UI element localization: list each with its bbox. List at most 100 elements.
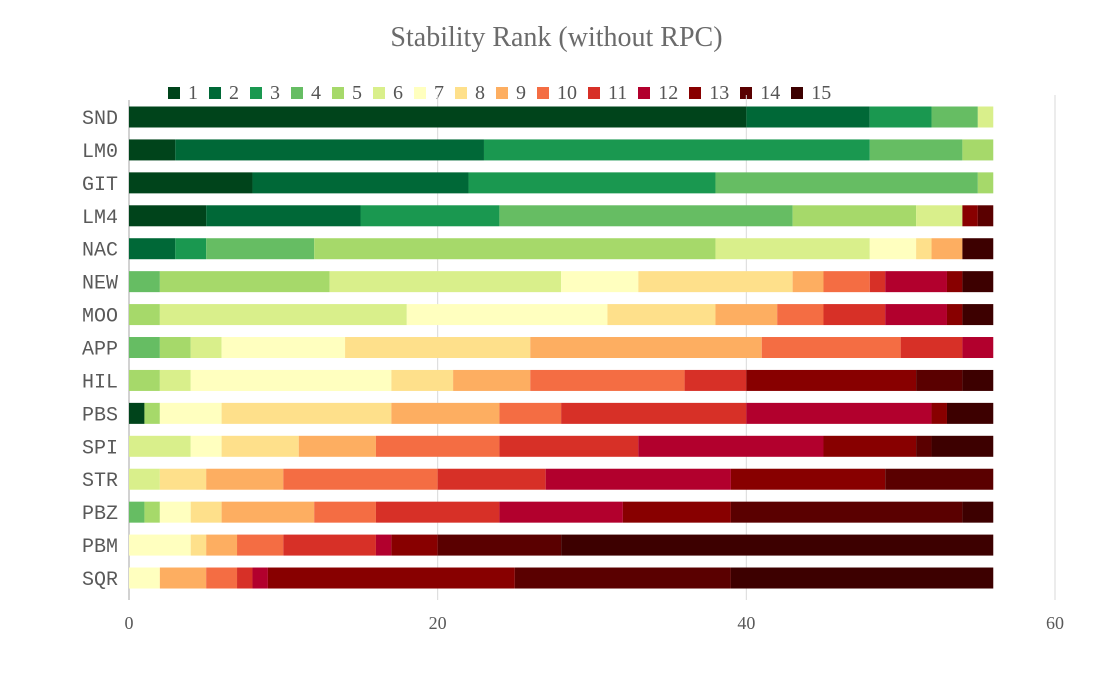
legend-item: 1 <box>168 82 198 105</box>
legend-item: 7 <box>414 82 444 105</box>
bar-segment-SQR-9 <box>159 567 207 589</box>
bar-segment-SND-4 <box>931 106 978 128</box>
bar-segment-MOO-15 <box>962 304 994 326</box>
legend-item: 2 <box>209 82 239 105</box>
bar-segment-LM4-6 <box>916 205 963 227</box>
bar-segment-HIL-8 <box>391 369 454 391</box>
category-label: SPI <box>82 437 118 460</box>
chart-title: Stability Rank (without RPC) <box>390 22 723 53</box>
legend-item: 3 <box>250 82 280 105</box>
legend: 1 2 3 4 5 6 7 8 9 10 11 12 13 14 15 <box>168 80 842 106</box>
x-tick-label: 0 <box>125 613 134 633</box>
category-label: GIT <box>82 174 118 197</box>
bar-segment-MOO-10 <box>777 304 824 326</box>
legend-item: 6 <box>373 82 403 105</box>
bar-segment-SPI-7 <box>190 435 222 457</box>
bar-segment-LM0-4 <box>869 139 963 161</box>
bar-segment-HIL-10 <box>530 369 685 391</box>
bar-segment-APP-5 <box>159 337 191 359</box>
bar-segment-MOO-6 <box>159 304 407 326</box>
bar-segment-PBM-15 <box>561 534 994 556</box>
legend-label: 10 <box>557 81 577 104</box>
x-tick-label: 60 <box>1046 613 1064 633</box>
legend-label: 8 <box>475 81 485 104</box>
bar-segment-SPI-10 <box>375 435 500 457</box>
bar-segment-HIL-13 <box>746 369 917 391</box>
legend-item: 8 <box>455 82 485 105</box>
x-tick-label: 20 <box>429 613 447 633</box>
legend-swatch <box>791 87 804 99</box>
bar-segment-SND-3 <box>869 106 932 128</box>
bar-segment-PBM-14 <box>437 534 562 556</box>
bar-segment-HIL-14 <box>916 369 963 391</box>
x-tick-label: 40 <box>737 613 755 633</box>
legend-swatch <box>209 87 221 99</box>
bar-segment-NAC-4 <box>206 238 315 260</box>
bar-segment-HIL-15 <box>962 369 994 391</box>
bar-segment-PBZ-5 <box>144 501 160 523</box>
bar-segment-HIL-5 <box>129 369 160 391</box>
bar-segment-PBM-11 <box>283 534 376 556</box>
bar-segment-APP-7 <box>221 337 346 359</box>
legend-item: 9 <box>496 82 526 105</box>
bar-segment-PBM-8 <box>190 534 207 556</box>
bar-segment-NEW-9 <box>792 271 824 293</box>
bar-segment-STR-8 <box>159 468 207 490</box>
bar-segment-STR-9 <box>206 468 284 490</box>
bar-segment-SPI-12 <box>638 435 824 457</box>
bar-segment-STR-11 <box>437 468 546 490</box>
bar-segment-LM0-5 <box>962 139 994 161</box>
bar-segment-SQR-7 <box>129 567 160 589</box>
legend-label: 11 <box>608 81 628 104</box>
bar-segment-PBM-9 <box>206 534 238 556</box>
bar-segment-MOO-11 <box>823 304 886 326</box>
bar-segment-NAC-9 <box>931 238 963 260</box>
category-label: PBM <box>82 536 118 559</box>
bar-segment-LM0-3 <box>483 139 870 161</box>
bar-segment-PBS-15 <box>946 402 994 424</box>
bar-segment-PBS-13 <box>931 402 947 424</box>
category-label: HIL <box>82 371 118 394</box>
bar-segment-SQR-10 <box>206 567 238 589</box>
bar-segment-PBZ-4 <box>129 501 145 523</box>
bar-segment-NEW-4 <box>129 271 160 293</box>
bar-segment-LM4-4 <box>499 205 793 227</box>
bar-segment-APP-12 <box>962 337 994 359</box>
bar-segment-SQR-12 <box>252 567 268 589</box>
legend-label: 6 <box>393 81 403 104</box>
bar-segment-NEW-6 <box>329 271 562 293</box>
bar-segment-LM4-14 <box>977 205 994 227</box>
legend-item: 15 <box>791 82 831 105</box>
bar-segment-PBZ-10 <box>314 501 376 523</box>
category-label: LM0 <box>82 141 118 164</box>
legend-label: 14 <box>760 81 781 104</box>
bar-segment-GIT-2 <box>252 172 469 194</box>
legend-item: 13 <box>689 82 729 105</box>
legend-swatch <box>537 87 549 99</box>
bar-segment-NAC-5 <box>314 238 716 260</box>
bar-segment-PBM-7 <box>129 534 191 556</box>
category-label: PBZ <box>82 503 118 526</box>
bar-segment-APP-6 <box>190 337 222 359</box>
bar-segment-SPI-9 <box>298 435 376 457</box>
bar-segment-PBS-8 <box>221 402 392 424</box>
bar-segment-PBZ-12 <box>499 501 623 523</box>
legend-label: 2 <box>229 81 239 104</box>
bar-segment-NEW-10 <box>823 271 870 293</box>
bar-segment-PBZ-9 <box>221 501 315 523</box>
bar-segment-STR-10 <box>283 468 438 490</box>
category-label: STR <box>82 470 118 493</box>
bar-segment-APP-10 <box>761 337 901 359</box>
bar-segment-HIL-9 <box>453 369 531 391</box>
bar-segment-SPI-8 <box>221 435 299 457</box>
bar-segment-PBZ-8 <box>190 501 222 523</box>
bar-segment-MOO-12 <box>885 304 947 326</box>
bar-segment-PBS-12 <box>746 402 932 424</box>
legend-label: 1 <box>188 81 198 104</box>
bar-segment-SPI-14 <box>916 435 932 457</box>
legend-item: 5 <box>332 82 362 105</box>
bar-segment-SPI-6 <box>129 435 191 457</box>
bar-segment-NEW-5 <box>159 271 330 293</box>
bar-segment-PBZ-14 <box>730 501 963 523</box>
